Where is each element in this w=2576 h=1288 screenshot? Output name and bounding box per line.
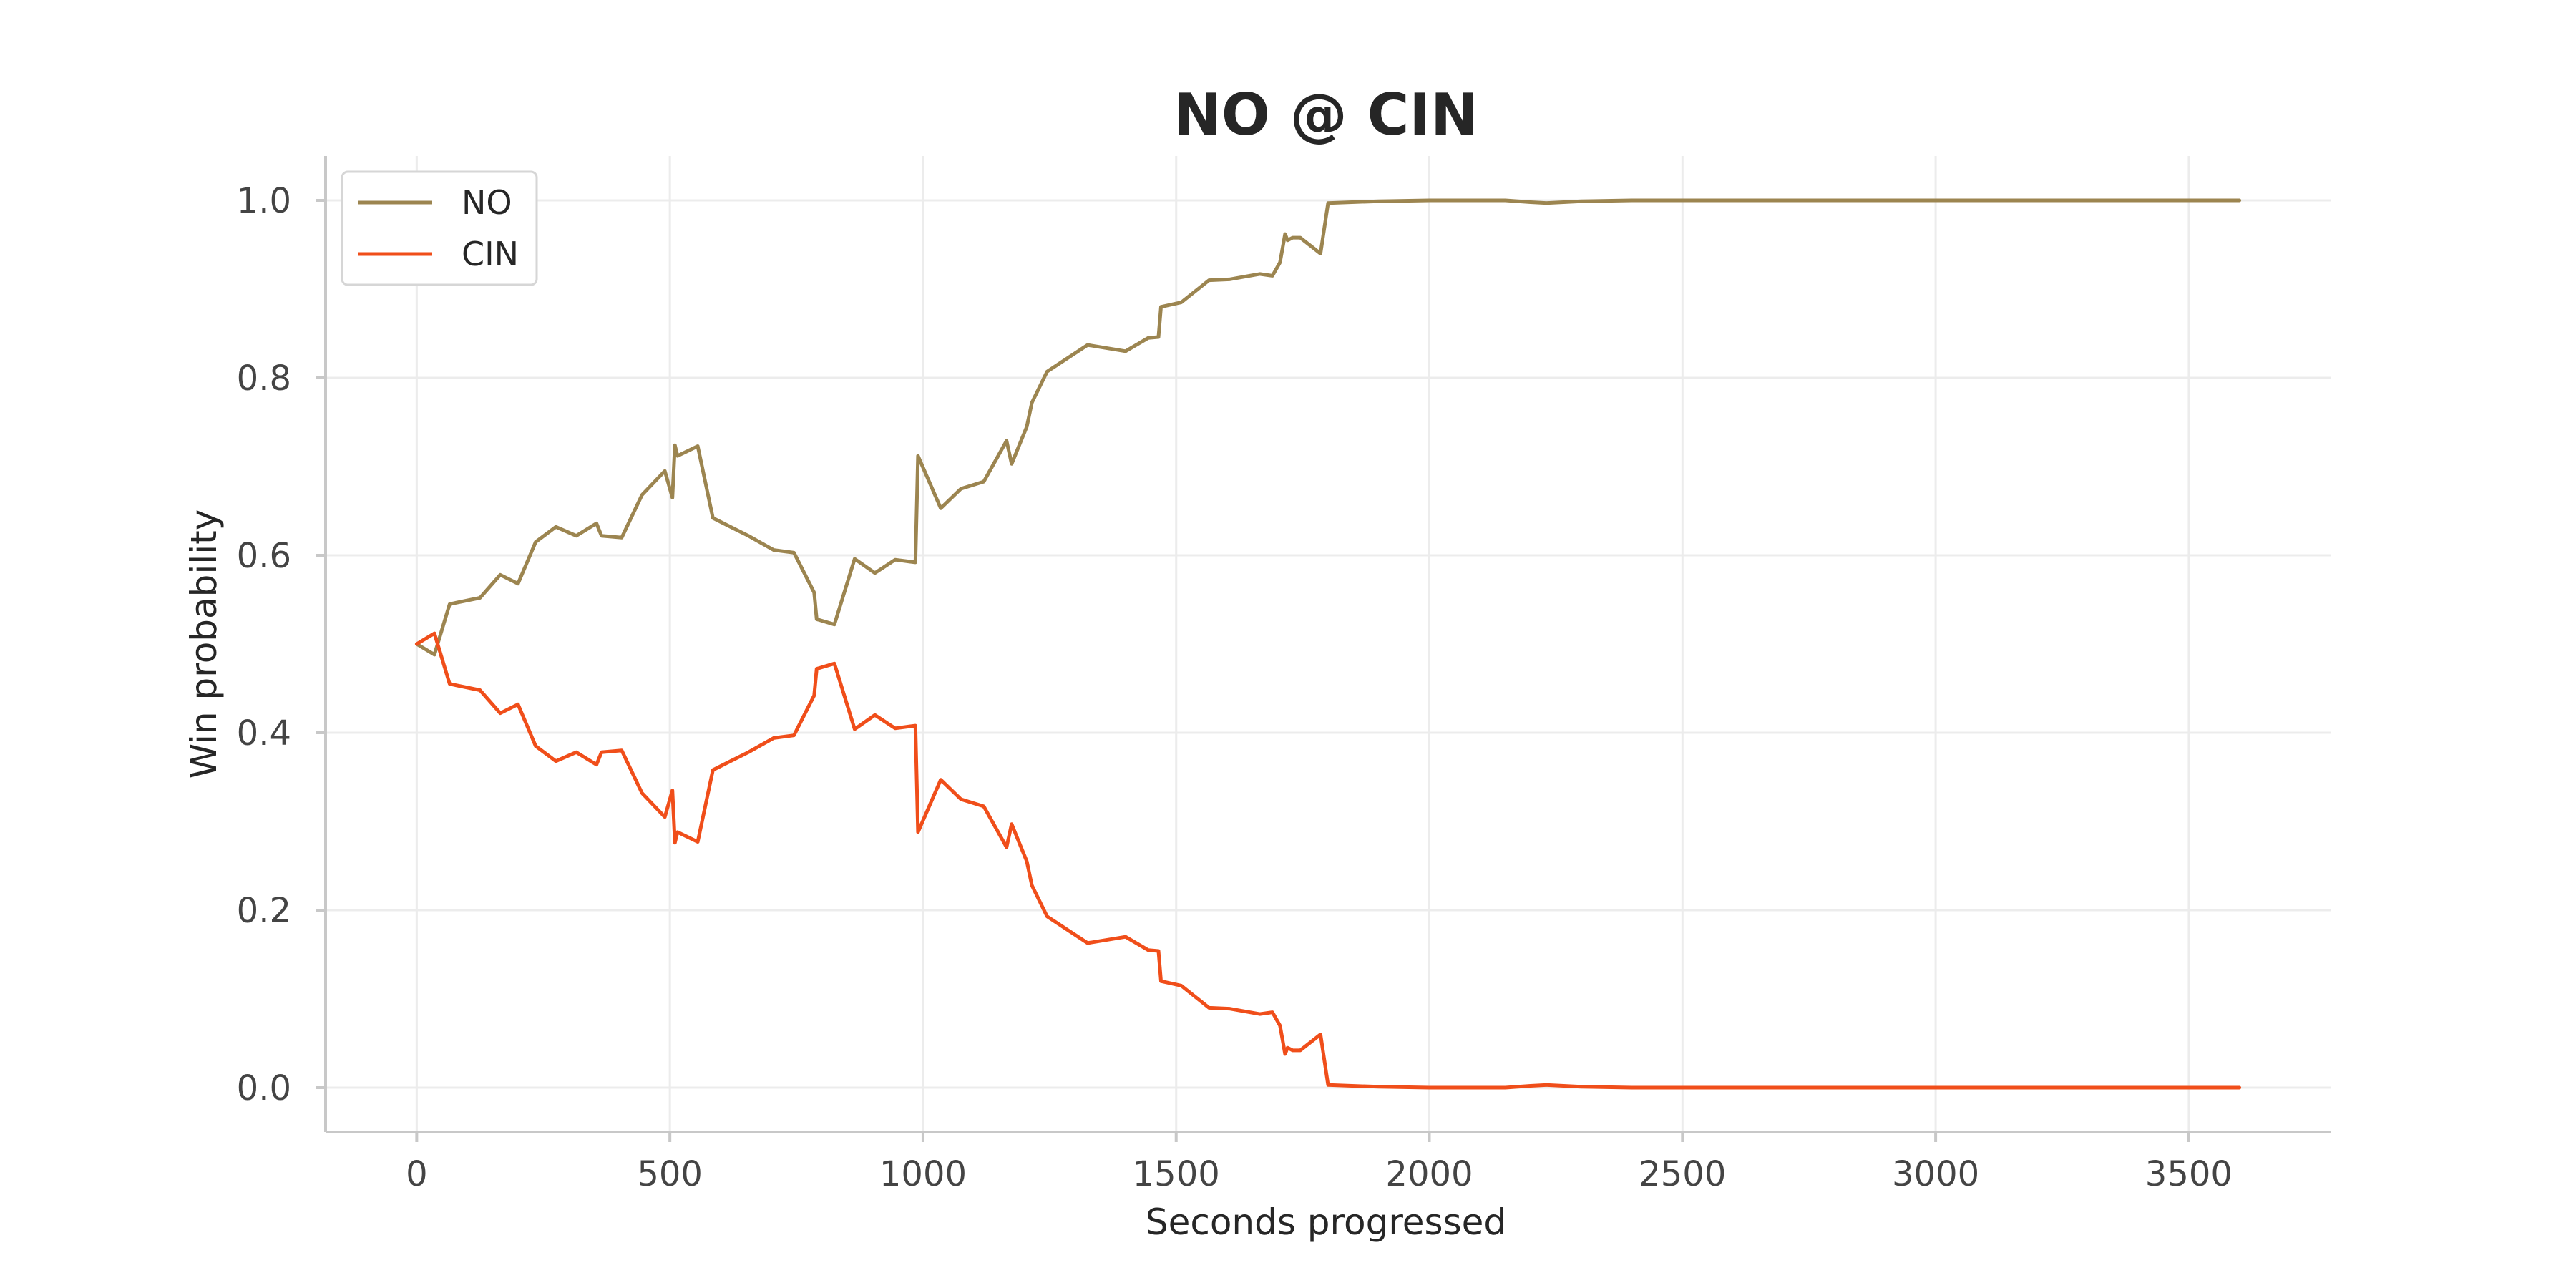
x-tick-label: 1500 xyxy=(1133,1154,1220,1194)
x-tick-label: 1000 xyxy=(879,1154,967,1194)
x-tick-label: 3000 xyxy=(1892,1154,1979,1194)
x-tick-label: 3500 xyxy=(2145,1154,2233,1194)
legend: NO CIN xyxy=(341,170,538,286)
legend-label-no: NO xyxy=(462,183,512,222)
series-line-cin xyxy=(414,631,2242,1090)
y-tick-label: 0.8 xyxy=(237,358,291,399)
ticks: 0 500 1000 1500 2000 2500 3000 3500 0.0 0.2 0.4 0.6… xyxy=(237,181,2233,1194)
y-tick-label: 0.4 xyxy=(237,713,291,753)
legend-label-cin: CIN xyxy=(462,235,519,273)
grid xyxy=(326,156,2331,1132)
x-tick-label: 500 xyxy=(637,1154,703,1194)
series-lines xyxy=(414,198,2242,1090)
x-tick-label: 2500 xyxy=(1639,1154,1726,1194)
x-tick-label: 0 xyxy=(406,1154,428,1194)
x-axis-label: Seconds progressed xyxy=(1146,1201,1506,1243)
y-tick-label: 0.0 xyxy=(237,1068,291,1108)
legend-box xyxy=(341,170,538,286)
series-line-no xyxy=(414,198,2242,657)
y-tick-label: 0.6 xyxy=(237,536,291,576)
y-tick-label: 1.0 xyxy=(237,181,291,221)
chart-title: NO @ CIN xyxy=(1174,82,1478,148)
x-tick-label: 2000 xyxy=(1385,1154,1473,1194)
y-tick-label: 0.2 xyxy=(237,891,291,931)
y-axis-label: Win probability xyxy=(183,509,225,779)
